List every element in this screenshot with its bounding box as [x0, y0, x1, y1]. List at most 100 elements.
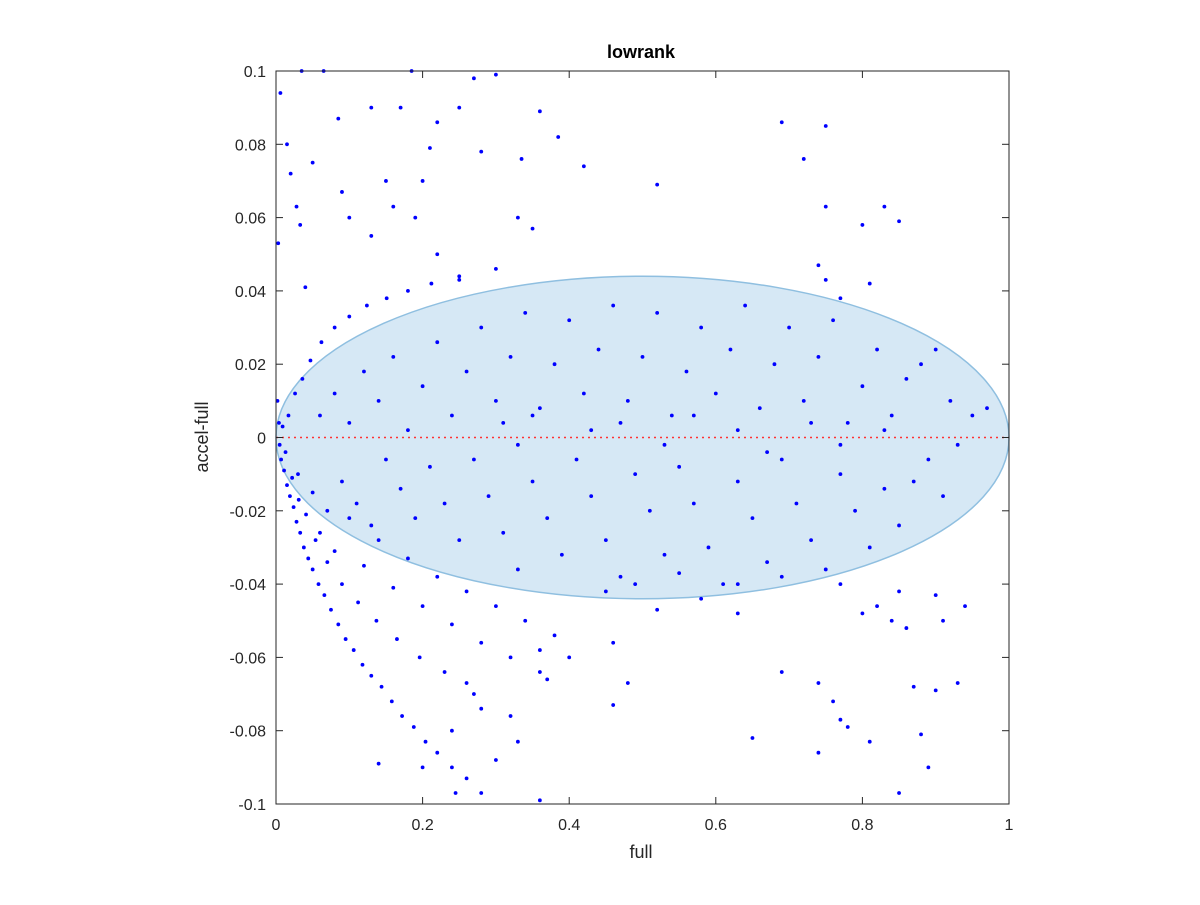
data-point: [354, 501, 359, 506]
data-point: [721, 582, 726, 586]
data-point: [494, 72, 498, 77]
y-axis-label: accel-full: [192, 401, 212, 472]
data-point: [838, 582, 843, 586]
data-point: [374, 618, 379, 623]
data-point: [882, 204, 887, 209]
data-point: [926, 765, 931, 770]
data-point: [838, 296, 843, 301]
data-point: [728, 347, 733, 352]
data-point: [310, 567, 315, 572]
data-point: [464, 681, 469, 685]
data-point: [757, 406, 762, 411]
data-point: [420, 179, 425, 183]
data-point: [362, 563, 366, 568]
data-point: [823, 124, 828, 128]
data-point: [779, 574, 784, 579]
data-point: [319, 340, 324, 345]
data-point: [442, 670, 447, 674]
data-point: [464, 589, 469, 594]
data-point: [860, 223, 865, 227]
data-point: [640, 354, 645, 359]
data-point: [300, 376, 305, 381]
data-point: [523, 310, 528, 315]
y-tick-label: -0.06: [230, 650, 267, 667]
data-point: [294, 519, 299, 524]
data-point: [537, 670, 542, 674]
data-point: [428, 146, 432, 150]
data-point: [556, 135, 561, 139]
data-point: [450, 622, 454, 627]
data-point: [290, 475, 295, 480]
data-point: [611, 703, 616, 707]
data-point: [310, 160, 315, 165]
data-point: [882, 428, 887, 433]
data-point: [347, 215, 352, 220]
data-point: [398, 105, 403, 110]
data-point: [655, 182, 660, 187]
data-point: [750, 736, 755, 740]
data-point: [875, 604, 879, 608]
data-point: [618, 420, 623, 425]
data-point: [816, 681, 821, 685]
data-point: [413, 215, 418, 220]
data-point: [515, 215, 520, 220]
data-point: [691, 501, 696, 506]
data-point: [537, 109, 542, 114]
data-point: [794, 501, 799, 506]
data-point: [391, 354, 396, 359]
y-tick-label: 0.02: [235, 357, 266, 374]
data-point: [298, 223, 303, 227]
data-point: [293, 391, 297, 396]
data-point: [677, 464, 682, 469]
data-point: [360, 662, 365, 667]
data-point: [286, 413, 291, 418]
data-point: [494, 267, 498, 271]
data-point: [867, 739, 872, 744]
data-point: [508, 354, 513, 359]
data-point: [464, 369, 469, 374]
data-point: [809, 420, 813, 425]
data-point: [298, 530, 303, 535]
data-point: [282, 468, 286, 473]
data-point: [867, 545, 872, 550]
data-point: [853, 508, 857, 513]
data-point: [618, 574, 623, 579]
data-point: [904, 626, 909, 630]
data-point: [479, 325, 484, 330]
data-point: [453, 791, 458, 795]
data-point: [537, 648, 542, 652]
data-point: [356, 600, 360, 605]
data-point: [325, 560, 330, 565]
data-point: [494, 758, 498, 762]
x-tick-label: 0.2: [411, 817, 433, 834]
data-point: [911, 479, 916, 484]
data-point: [376, 398, 381, 403]
data-point: [457, 274, 462, 279]
data-point: [559, 552, 564, 557]
data-point: [787, 325, 791, 330]
data-point: [779, 457, 784, 462]
x-tick-label: 0.6: [705, 817, 727, 834]
x-tick-label: 0.8: [851, 817, 873, 834]
data-point: [336, 116, 341, 121]
data-point: [515, 567, 520, 572]
data-point: [398, 486, 403, 491]
y-tick-label: -0.1: [238, 797, 266, 814]
data-point: [279, 457, 284, 462]
data-point: [941, 618, 945, 623]
data-point: [882, 486, 887, 491]
data-point: [508, 655, 513, 660]
data-point: [889, 413, 894, 418]
data-point: [369, 234, 374, 238]
data-point: [552, 362, 557, 367]
x-tick-label: 1: [1005, 817, 1014, 834]
data-point: [384, 179, 388, 183]
data-point: [501, 530, 506, 535]
data-point: [897, 523, 901, 528]
data-point: [574, 457, 579, 462]
data-point: [523, 618, 528, 623]
y-tick-label: -0.08: [230, 724, 267, 741]
data-point: [457, 538, 462, 543]
data-point: [530, 413, 535, 418]
data-point: [860, 384, 865, 389]
